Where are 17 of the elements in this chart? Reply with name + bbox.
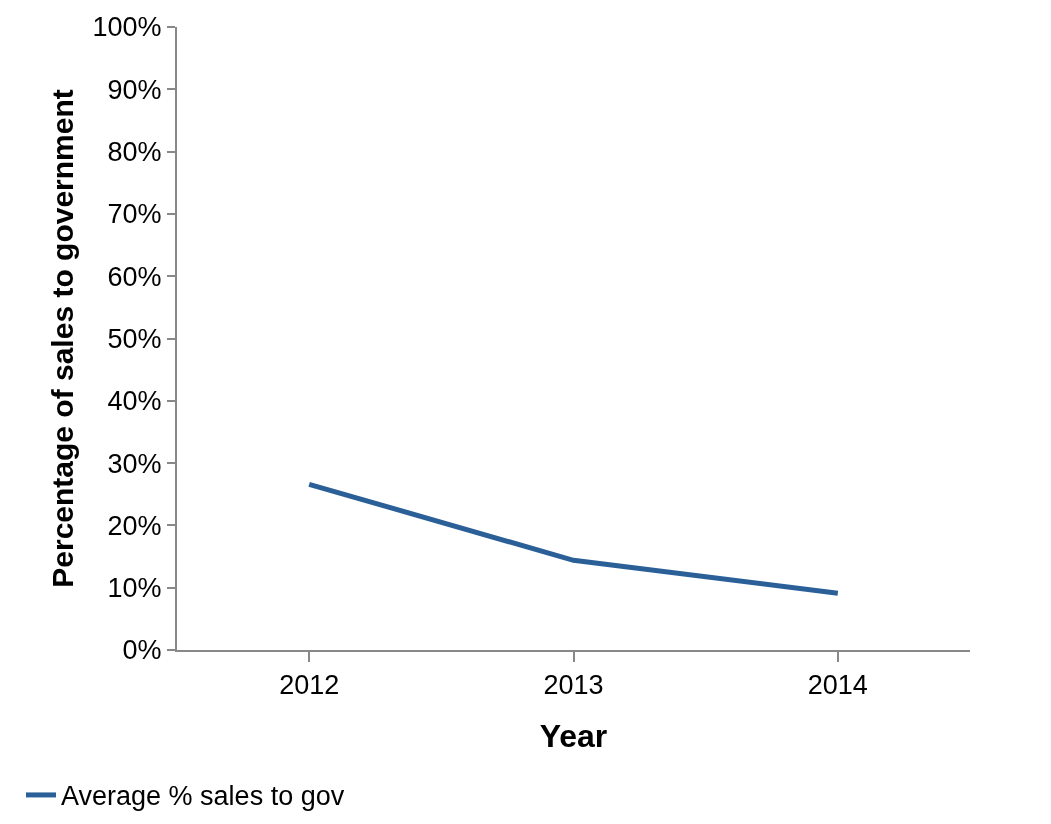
y-tick-label: 60% (107, 261, 162, 292)
y-tick-label: 70% (107, 199, 162, 230)
y-axis-title: Percentage of sales to government (46, 89, 80, 588)
y-tick-label: 30% (107, 448, 162, 479)
y-tick-label: 10% (107, 573, 162, 604)
x-tick-label: 2014 (807, 670, 868, 701)
x-tick-label: 2013 (543, 670, 604, 701)
x-axis-title: Year (539, 717, 608, 754)
y-tick-label: 90% (107, 74, 162, 105)
x-tick-label: 2012 (279, 670, 340, 701)
legend-label: Average % sales to gov (61, 781, 345, 812)
y-tick-label: 50% (107, 323, 162, 354)
y-tick-label: 40% (107, 386, 162, 417)
y-tick-label: 100% (92, 12, 162, 43)
y-tick-label: 80% (107, 137, 162, 168)
y-tick-label: 0% (122, 635, 162, 666)
y-tick-label: 20% (107, 510, 162, 541)
